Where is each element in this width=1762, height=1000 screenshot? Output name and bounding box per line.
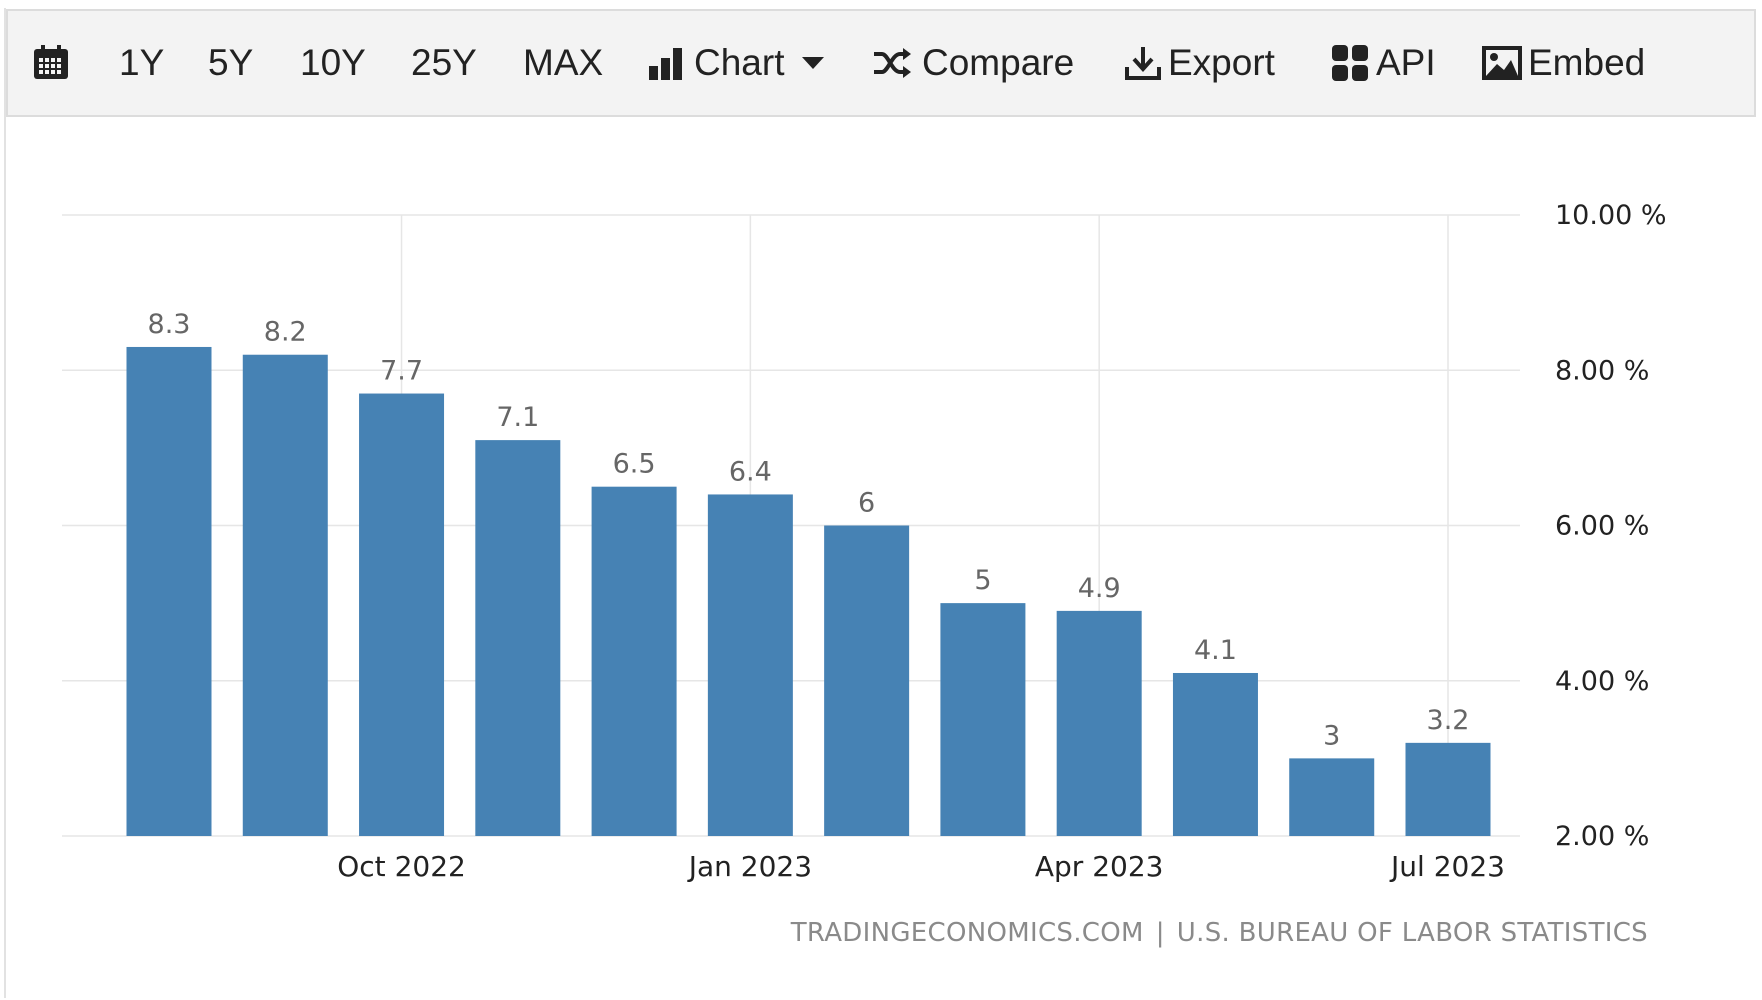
export-button[interactable]: Export <box>1124 11 1275 115</box>
bar-value-label: 6 <box>858 488 875 519</box>
range-max-button[interactable]: MAX <box>523 42 604 83</box>
bar[interactable] <box>591 486 677 836</box>
shuffle-icon <box>872 46 912 80</box>
bar-value-label: 3 <box>1323 720 1340 751</box>
bar[interactable] <box>126 346 212 836</box>
source-agency[interactable]: U.S. BUREAU OF LABOR STATISTICS <box>1176 918 1648 948</box>
api-label: API <box>1376 42 1436 83</box>
y-tick-label: 8.00 % <box>1555 355 1649 386</box>
range-5y-button[interactable]: 5Y <box>208 42 254 83</box>
api-button[interactable]: API <box>1332 11 1436 115</box>
bar-value-label: 8.3 <box>148 309 191 340</box>
bar-value-label: 3.2 <box>1427 705 1470 736</box>
bars <box>126 346 1491 837</box>
caret-down-icon <box>802 57 825 69</box>
range-10y-button[interactable]: 10Y <box>300 42 366 83</box>
data-labels: 8.3 8.2 7.7 7.1 6.5 6.4 6 5 4.9 4.1 3 3.2 <box>148 309 1470 751</box>
chart-frame <box>4 8 1756 998</box>
y-tick-label: 10.00 % <box>1555 200 1667 231</box>
export-label: Export <box>1168 42 1275 83</box>
y-tick-label: 2.00 % <box>1555 821 1649 852</box>
embed-label: Embed <box>1528 42 1646 83</box>
source-site[interactable]: TRADINGECONOMICS.COM <box>790 918 1144 948</box>
embed-button[interactable]: Embed <box>1482 11 1645 115</box>
bar-value-label: 4.1 <box>1194 635 1237 666</box>
image-icon <box>1482 46 1522 80</box>
range-25y-button[interactable]: 25Y <box>411 42 477 83</box>
bar[interactable] <box>359 393 445 836</box>
bar[interactable] <box>707 494 793 836</box>
chart-type-label: Chart <box>694 42 785 83</box>
x-axis-ticks: Oct 2022 Jan 2023 Apr 2023 Jul 2023 <box>337 850 1505 883</box>
compare-label: Compare <box>922 42 1075 83</box>
y-axis-ticks: 2.00 % 4.00 % 6.00 % 8.00 % 10.00 % <box>1555 200 1667 852</box>
bar-value-label: 6.5 <box>613 449 656 480</box>
bar-value-label: 7.7 <box>380 356 423 387</box>
bar[interactable] <box>475 440 561 836</box>
y-tick-label: 4.00 % <box>1555 666 1649 697</box>
bar[interactable] <box>242 354 328 836</box>
range-1y-button[interactable]: 1Y <box>119 42 165 83</box>
x-tick-label: Apr 2023 <box>1035 850 1164 883</box>
source-separator: | <box>1155 918 1165 948</box>
bar[interactable] <box>1056 610 1142 836</box>
bar-chart-icon <box>648 46 684 80</box>
x-tick-label: Jul 2023 <box>1389 850 1505 883</box>
bar[interactable] <box>1289 758 1375 836</box>
bar-value-label: 7.1 <box>496 402 539 433</box>
bar[interactable] <box>824 525 910 837</box>
bar[interactable] <box>1405 742 1491 836</box>
x-tick-label: Oct 2022 <box>337 850 466 883</box>
bar-value-label: 5 <box>974 565 991 596</box>
source-attribution: TRADINGECONOMICS.COM | U.S. BUREAU OF LABO… <box>791 918 1648 948</box>
download-icon <box>1124 45 1162 81</box>
y-tick-label: 6.00 % <box>1555 511 1649 542</box>
x-tick-label: Jan 2023 <box>687 850 812 883</box>
calendar-button[interactable] <box>32 11 70 115</box>
compare-button[interactable]: Compare <box>872 11 1074 115</box>
calendar-icon <box>32 45 70 81</box>
bar-value-label: 4.9 <box>1078 573 1121 604</box>
toolbar: 1Y 5Y 10Y 25Y MAX Chart <box>6 9 1756 117</box>
bar[interactable] <box>1172 672 1258 836</box>
bar-value-label: 8.2 <box>264 317 307 348</box>
bar-value-label: 6.4 <box>729 456 772 487</box>
chart-type-button[interactable]: Chart <box>648 11 825 115</box>
bar[interactable] <box>940 603 1026 836</box>
grid-icon <box>1332 45 1368 81</box>
